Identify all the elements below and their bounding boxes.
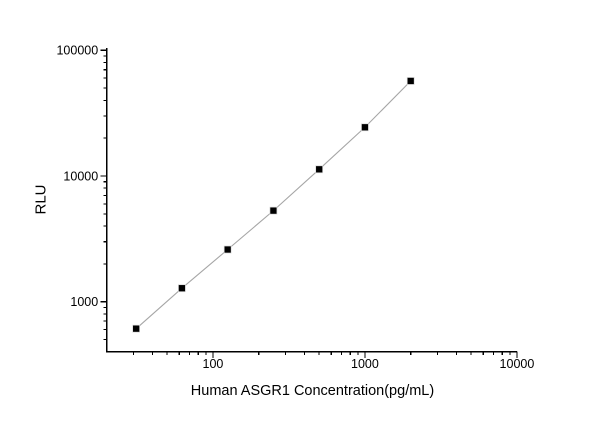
data-point-marker	[269, 206, 278, 215]
standard-curve-line	[135, 80, 412, 330]
y-axis-tick-label: 1000	[70, 295, 98, 309]
x-axis-title: Human ASGR1 Concentration(pg/mL)	[190, 383, 435, 399]
y-axis-tick-label: 10000	[63, 169, 98, 183]
y-axis-tick-label: 100000	[56, 44, 98, 58]
x-axis-tick-label: 10000	[500, 357, 535, 371]
data-point-marker	[361, 123, 369, 132]
x-axis-tick-label: 100	[203, 357, 224, 371]
x-axis-tick-label: 1000	[351, 357, 379, 371]
data-point-marker	[223, 245, 232, 254]
data-point-marker	[406, 77, 415, 85]
data-point-marker	[132, 324, 141, 333]
data-point-marker	[315, 165, 324, 174]
y-axis-title: RLU	[32, 184, 50, 215]
data-point-marker	[178, 284, 186, 293]
